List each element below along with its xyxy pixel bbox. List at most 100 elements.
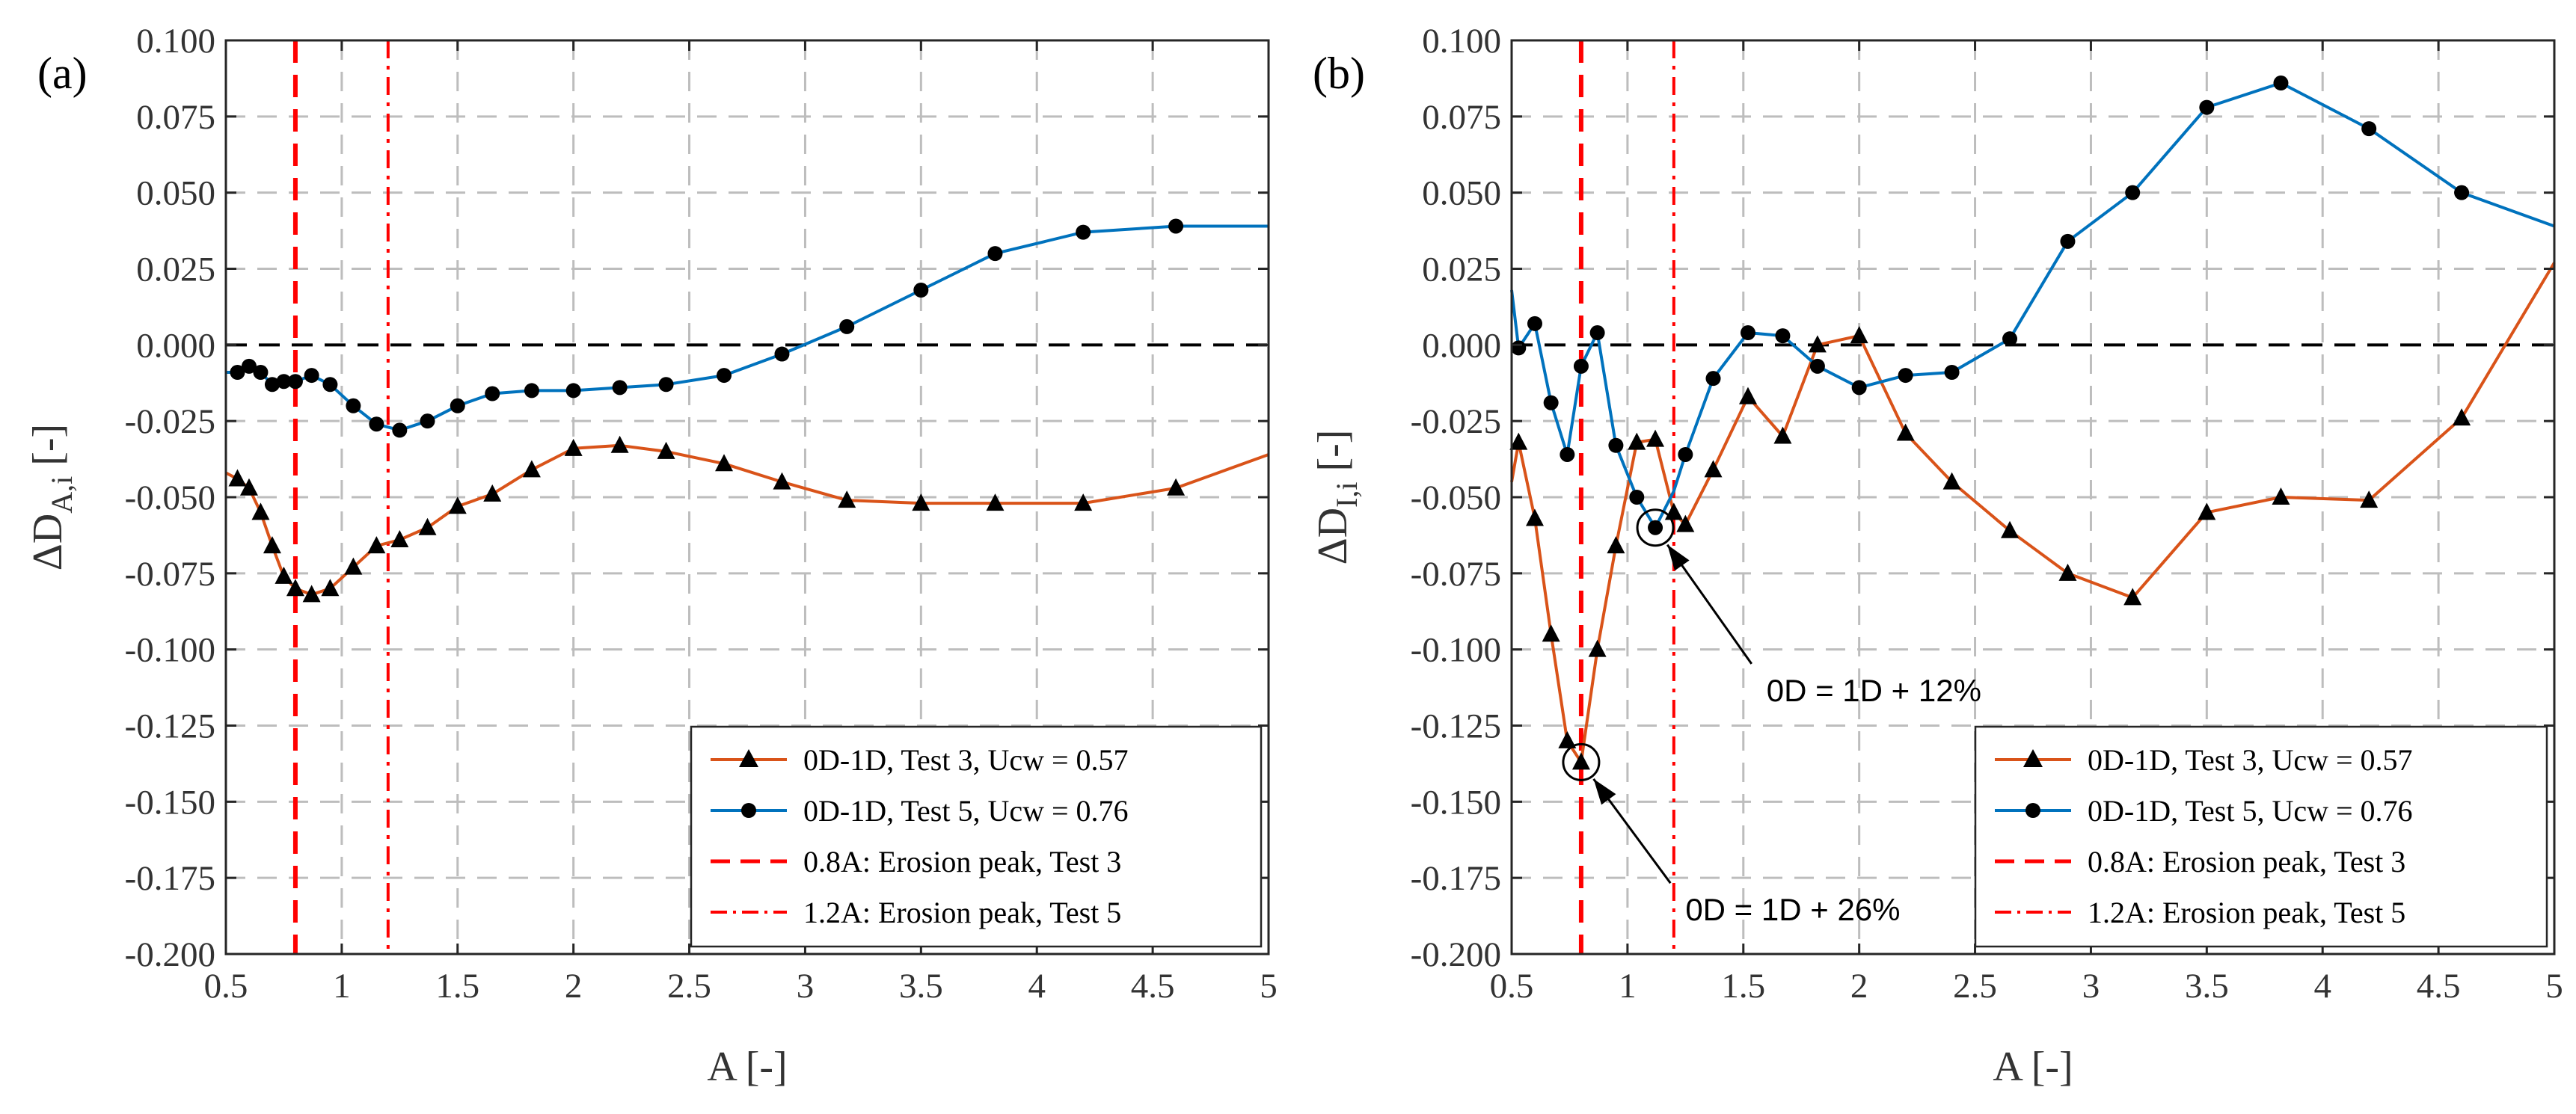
panel-a-triangle-marker — [773, 472, 791, 490]
panel-b-x-tick-label: 1 — [1619, 967, 1637, 1006]
panel-b-circle-marker — [1944, 364, 1960, 380]
panel-a-y-ticks: 0.100 0.075 0.050 0.025 0.000 -0.025 -0.050 -0.… — [125, 22, 1269, 974]
panel-a-legend-label-test5: 0D-1D, Test 5, Ucw = 0.76 — [803, 794, 1129, 828]
panel-a-circle-marker — [717, 368, 732, 384]
panel-a-circle-marker — [287, 374, 303, 390]
panel-b-circle-marker — [1527, 316, 1542, 331]
panel-b-y-tick-label: -0.175 — [1411, 859, 1501, 898]
panel-a-circle-marker — [230, 364, 245, 380]
panel-a-circle-marker — [241, 358, 257, 374]
panel-a-triangle-marker — [1074, 493, 1093, 511]
panel-b-circle-marker — [1705, 371, 1721, 387]
panel-b-x-tick-label: 4 — [2313, 967, 2331, 1006]
panel-b-annotation-label: 0D = 1D + 12% — [1767, 673, 1981, 708]
panel-a-triangle-marker — [483, 484, 502, 502]
panel-b-circle-marker — [2454, 185, 2470, 200]
panel-a-triangle-marker — [838, 490, 856, 508]
chart-panel-b: 0.5 1 1.5 2 2.5 3 3.5 4 4.5 5 0.100 0.075 0.050 0.02… — [1310, 22, 2563, 1090]
panel-b-circle-marker — [1573, 358, 1589, 374]
panel-b-circle-marker — [2199, 99, 2215, 115]
panel-a-circle-marker — [913, 283, 929, 298]
panel-b-reference-lines — [1578, 40, 1675, 954]
panel-a-circle-marker — [839, 318, 855, 334]
panel-a-triangle-marker — [418, 517, 437, 535]
panel-a-x-axis-label: A [-] — [707, 1044, 787, 1090]
panel-b-y-tick-label: -0.150 — [1411, 783, 1501, 822]
panel-b-triangle-marker — [1942, 472, 1961, 490]
panel-a-y-tick-label: 0.100 — [136, 22, 215, 61]
panel-a-triangle-marker — [715, 454, 734, 472]
panel-b-triangle-marker — [2001, 520, 2020, 538]
panel-b-x-tick-label: 3.5 — [2185, 967, 2229, 1006]
panel-b-legend-label-peak5: 1.2A: Erosion peak, Test 5 — [2088, 896, 2405, 929]
panel-a-circle-marker — [774, 346, 790, 362]
panel-b-y-tick-label: 0.050 — [1422, 174, 1501, 213]
panel-a-circle-marker — [420, 413, 435, 429]
panel-b-circle-marker — [1851, 380, 1867, 396]
panel-b-x-tick-label: 2 — [1850, 967, 1868, 1006]
panel-a-x-tick-label: 5 — [1260, 967, 1278, 1006]
panel-b-triangle-marker — [1607, 536, 1625, 554]
panel-a-circle-marker — [392, 422, 408, 438]
panel-b-triangle-marker — [2198, 502, 2216, 520]
panel-a-triangle-marker — [986, 493, 1005, 511]
panel-a-legend-label-peak3: 0.8A: Erosion peak, Test 3 — [803, 845, 1121, 878]
panel-b-triangle-marker — [1525, 508, 1544, 526]
panel-a-circle-marker — [987, 246, 1003, 262]
panel-b-triangle-marker — [2360, 490, 2379, 508]
panel-a-circle-marker — [565, 383, 581, 398]
panel-b-annotation-arrowhead — [1593, 778, 1616, 805]
panel-a-x-tick-label: 4 — [1028, 967, 1046, 1006]
panel-a-y-tick-label: 0.025 — [136, 250, 215, 289]
panel-a-y-tick-label: -0.125 — [125, 707, 215, 746]
panel-b-triangle-marker — [1571, 752, 1590, 770]
panel-b-y-label-unit: [-] — [1310, 430, 1356, 472]
panel-b-y-label-space — [1310, 472, 1356, 482]
panel-a-circle-marker — [658, 377, 674, 393]
panel-b-triangle-marker — [1896, 423, 1915, 441]
chart-panel-a: 0.5 1 1.5 2 2.5 3 3.5 4 4.5 5 0.100 0.075 0.050 0.02… — [25, 22, 1278, 1090]
panel-a-x-tick-label: 3.5 — [899, 967, 943, 1006]
panel-a-triangle-marker — [564, 438, 583, 456]
panel-b-annotation-label: 0D = 1D + 26% — [1685, 892, 1900, 927]
panel-b-y-tick-label: -0.200 — [1411, 935, 1501, 974]
panel-a-triangle-marker — [228, 469, 247, 487]
panel-b-triangle-marker — [1676, 514, 1695, 532]
panel-b-markers — [1509, 76, 2471, 770]
panel-a-reference-lines — [292, 40, 390, 954]
panel-a-triangle-marker — [286, 579, 304, 597]
panel-a-triangle-marker — [1167, 478, 1186, 496]
panel-b-circle-marker — [1589, 325, 1605, 341]
panel-b-annotation-circle — [1636, 508, 1675, 547]
panel-b-circle-marker — [1543, 395, 1559, 410]
panel-b-circle-marker — [2273, 76, 2289, 91]
panel-b-triangle-marker — [1628, 432, 1646, 450]
panel-b-triangle-marker — [1588, 639, 1607, 657]
panel-b-annotation-circle — [1562, 742, 1601, 781]
panel-a-circle-marker — [276, 374, 292, 390]
panel-b-x-tick-label: 4.5 — [2417, 967, 2461, 1006]
panel-b-triangle-marker — [1704, 460, 1723, 478]
panel-b-x-tick-label: 0.5 — [1490, 967, 1534, 1006]
panel-b-circle-marker — [1809, 358, 1825, 374]
panel-b-triangle-marker — [1738, 387, 1757, 404]
panel-b-triangle-marker — [1558, 730, 1577, 748]
panel-a-y-tick-label: 0.075 — [136, 98, 215, 137]
panel-b-circle-marker — [2060, 233, 2076, 249]
panel-b-circle-marker — [1898, 368, 1913, 384]
panel-a-y-tick-label: -0.175 — [125, 859, 215, 898]
panel-b-y-tick-label: -0.100 — [1411, 631, 1501, 670]
panel-b-triangle-marker — [1509, 432, 1528, 450]
panel-b-circle-marker — [1678, 446, 1693, 462]
panel-a-triangle-marker — [522, 460, 541, 478]
panel-a-triangle-marker — [448, 496, 467, 514]
panel-b-circle-marker — [1560, 446, 1575, 462]
panel-a-triangle-marker — [610, 435, 629, 453]
panel-b-triangle-marker — [2272, 487, 2290, 505]
panel-b-y-tick-label: 0.025 — [1422, 250, 1501, 289]
panel-a-triangle-marker — [302, 585, 321, 603]
panel-b-y-tick-label: 0.000 — [1422, 326, 1501, 365]
panel-b-triangle-marker — [1850, 326, 1868, 344]
panel-a-circle-marker — [322, 377, 338, 393]
